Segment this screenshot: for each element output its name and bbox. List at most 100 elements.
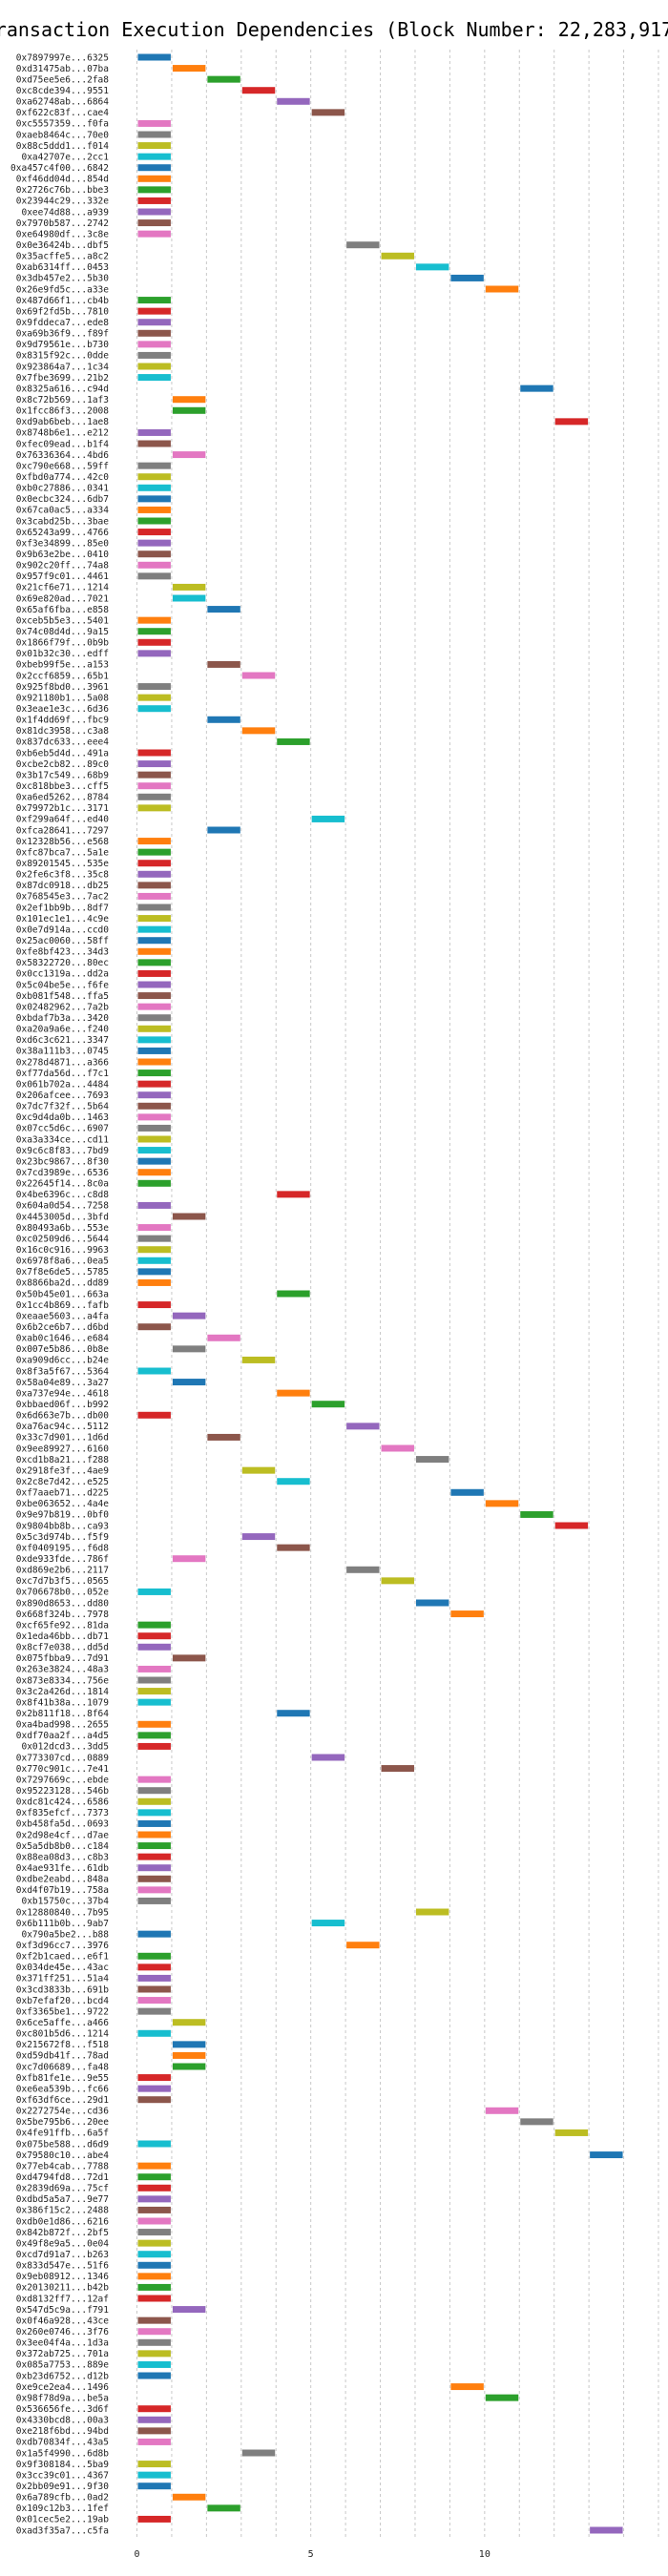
tx-hash-label: 0x3cabd25b...3bae xyxy=(16,516,110,527)
tx-hash-label: 0xa20a9a6e...f240 xyxy=(16,1025,110,1035)
tx-bar xyxy=(137,329,171,337)
tx-hash-label: 0xf3365be1...9722 xyxy=(16,2006,109,2017)
tx-hash-label: 0xcbe2cb82...89c0 xyxy=(16,759,110,770)
tx-hash-label: 0x061b702a...4484 xyxy=(16,1079,110,1090)
tx-hash-label: 0x075fbba9...7d91 xyxy=(16,1653,110,1664)
tx-hash-label: 0xc7d7b3f5...0565 xyxy=(16,1576,109,1587)
tx-hash-label: 0x6ce5affe...a466 xyxy=(16,2018,110,2028)
tx-bar xyxy=(137,1157,171,1165)
tx-hash-label: 0x012dcd3...3dd5 xyxy=(21,1742,109,1753)
tx-hash-label: 0x50b45e01...663a xyxy=(16,1289,109,1299)
tx-hash-label: 0x81dc3958...c3a8 xyxy=(16,726,110,737)
tx-hash-label: 0x49f8e9a5...0e04 xyxy=(16,2238,110,2249)
tx-bar xyxy=(137,793,171,800)
tx-hash-label: 0x6b111b0b...9ab7 xyxy=(16,1919,109,1929)
tx-hash-label: 0x33c7d901...1d6d xyxy=(16,1433,109,1444)
tx-bar xyxy=(485,285,519,293)
tx-bar xyxy=(137,2338,171,2346)
tx-bar xyxy=(172,583,206,591)
tx-hash-label: 0x1a5f4990...6d8b xyxy=(16,2448,110,2459)
tx-hash-label: 0x9e97b819...0bf0 xyxy=(16,1510,110,1521)
tx-bar xyxy=(137,2461,171,2468)
tx-bar xyxy=(241,727,276,735)
tx-bar xyxy=(137,638,171,646)
tx-hash-label: 0xa457c4f00...6842 xyxy=(10,163,109,174)
tx-hash-label: 0x26e9fd5c...a33e xyxy=(16,284,110,295)
tx-hash-label: 0x01b32c30...edff xyxy=(16,649,109,659)
tx-bar xyxy=(137,1742,171,1750)
tx-bar xyxy=(172,594,206,602)
tx-hash-label: 0x2ef1bb9b...8df7 xyxy=(16,903,109,913)
tx-bar xyxy=(137,153,171,160)
tx-hash-label: 0xfe8bf423...34d3 xyxy=(16,947,109,958)
tx-hash-label: 0x2bb09e91...9f30 xyxy=(16,2482,110,2492)
tx-bar xyxy=(137,428,171,436)
tx-bar xyxy=(137,1985,171,1993)
tx-bar xyxy=(450,1488,484,1496)
tx-hash-label: 0x1eda46bb...db71 xyxy=(16,1631,110,1642)
tx-hash-label: 0x263e3824...48a3 xyxy=(16,1665,109,1675)
tx-bar xyxy=(137,616,171,624)
tx-hash-label: 0x9f308184...5ba9 xyxy=(16,2460,110,2470)
tx-hash-label: 0x7897997e...6325 xyxy=(16,52,109,63)
tx-bar xyxy=(137,484,171,491)
tx-hash-label: 0x7297669c...ebde xyxy=(16,1775,110,1785)
grid-lines xyxy=(136,50,659,2540)
tx-hash-label: 0x278d4871...a366 xyxy=(16,1057,110,1068)
tx-bar xyxy=(311,1754,345,1761)
tx-hash-label: 0x9fddeca7...ede8 xyxy=(16,318,110,328)
tx-bar xyxy=(137,1997,171,2005)
tx-hash-label: 0xf46dd04d...854d xyxy=(16,175,109,185)
tx-hash-label: 0x6b2ce6b7...d6bd xyxy=(16,1322,109,1333)
tx-bar xyxy=(346,1423,380,1430)
tx-hash-label: 0x67ca0ac5...a334 xyxy=(16,506,110,516)
tx-hash-label: 0x842b872f...2bf5 xyxy=(16,2228,109,2238)
tx-bar xyxy=(137,2173,171,2181)
tx-bar xyxy=(137,341,171,348)
tx-bar xyxy=(172,1345,206,1353)
tx-hash-label: 0x768545e3...7ac2 xyxy=(16,892,109,903)
tx-hash-label: 0x921180b1...5a08 xyxy=(16,693,110,703)
tx-bar xyxy=(137,1952,171,1960)
tx-hash-label: 0xa69b36f9...f89f xyxy=(16,329,109,340)
tx-hash-label: 0xd4794fd8...72d1 xyxy=(16,2172,110,2183)
tx-bar xyxy=(381,1765,414,1773)
tx-hash-label: 0x8cf7e038...dd5d xyxy=(16,1643,109,1653)
tx-hash-label: 0xcd7d91a7...b263 xyxy=(16,2250,109,2260)
tx-bar xyxy=(277,1478,310,1485)
tx-bar xyxy=(137,1963,171,1971)
tx-bar xyxy=(137,1201,171,1209)
tx-hash-label: 0xe64980df...3c8e xyxy=(16,229,110,239)
tx-hash-label: 0x3cc39c01...4367 xyxy=(16,2470,109,2481)
tx-bar xyxy=(137,937,171,945)
tx-hash-label: 0x58322720...80ec xyxy=(16,958,109,968)
tx-bar xyxy=(137,1720,171,1728)
tx-bar xyxy=(137,749,171,757)
tx-bar xyxy=(137,904,171,911)
tx-hash-label: 0x2726c76b...bbe3 xyxy=(16,185,109,196)
tx-hash-label: 0xee74d88...a939 xyxy=(21,207,109,218)
tx-bar xyxy=(450,1610,484,1618)
tx-bar xyxy=(137,848,171,856)
tx-bar xyxy=(172,1654,206,1662)
tx-bar xyxy=(241,2449,276,2457)
chart-title: Transaction Execution Dependencies (Bloc… xyxy=(0,18,668,41)
tx-hash-label: 0xfec09ead...b1f4 xyxy=(16,439,110,449)
tx-bar xyxy=(137,53,171,61)
tx-bar xyxy=(554,2129,589,2136)
tx-hash-label: 0x01cec5e2...19ab xyxy=(16,2515,110,2525)
tx-bar xyxy=(137,1787,171,1795)
tx-bar xyxy=(137,1864,171,1872)
tx-hash-label: 0x8325a616...c94d xyxy=(16,384,109,394)
tx-bar xyxy=(172,2493,206,2501)
tx-bar xyxy=(520,2118,553,2126)
tx-bar xyxy=(450,274,484,281)
tx-hash-label: 0xc790e668...59ff xyxy=(16,461,109,471)
tx-hash-label: 0xd8132ff7...12af xyxy=(16,2294,109,2304)
tx-bar xyxy=(485,2107,519,2114)
tx-hash-label: 0xfbd0a774...42c0 xyxy=(16,472,110,483)
tx-hash-label: 0x1f4dd69f...fbc9 xyxy=(16,716,110,726)
tx-bar xyxy=(277,97,310,105)
tx-hash-label: 0x215672f8...f518 xyxy=(16,2040,110,2050)
tx-hash-label: 0x9b63e2be...0410 xyxy=(16,550,110,560)
